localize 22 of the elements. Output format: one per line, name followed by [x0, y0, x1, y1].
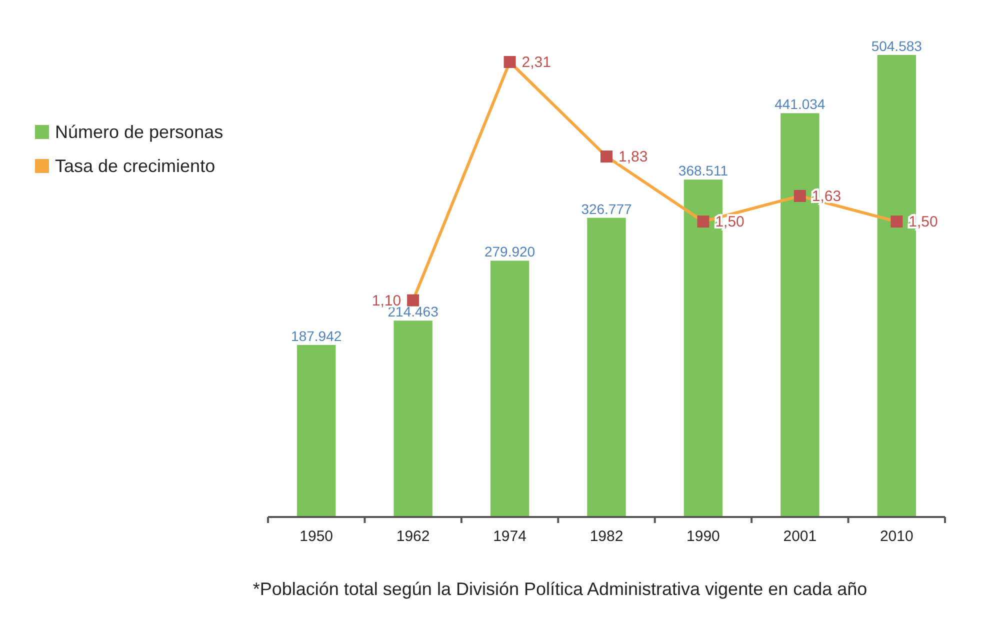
- x-tick-label: 2001: [783, 528, 817, 545]
- data-label: 187.942: [291, 328, 342, 344]
- x-tick-label: 1974: [493, 528, 526, 545]
- data-label: 368.511: [678, 162, 728, 179]
- legend-label: Tasa de crecimiento: [55, 156, 216, 176]
- data-label: 2,31: [522, 54, 551, 71]
- bar: [587, 218, 626, 517]
- data-label: 441.034: [774, 96, 826, 112]
- x-tick-label: 2010: [880, 528, 914, 545]
- x-tick-label: 1982: [590, 528, 624, 545]
- x-tick-label: 1962: [396, 528, 430, 545]
- text: *Población total según la División Política Administrativa vigente en cada año: [252, 579, 868, 599]
- bar: [490, 260, 530, 517]
- data-label: 279.920: [484, 244, 536, 260]
- bar: [394, 320, 432, 517]
- data-label: 1,83: [618, 148, 648, 166]
- legend-label: Número de personas: [55, 122, 224, 142]
- x-tick-label: 1990: [686, 528, 720, 545]
- data-label: 504.583: [871, 38, 922, 54]
- x-tick-label: 1950: [300, 528, 334, 545]
- bar: [297, 344, 336, 517]
- data-label: 326.777: [581, 200, 632, 217]
